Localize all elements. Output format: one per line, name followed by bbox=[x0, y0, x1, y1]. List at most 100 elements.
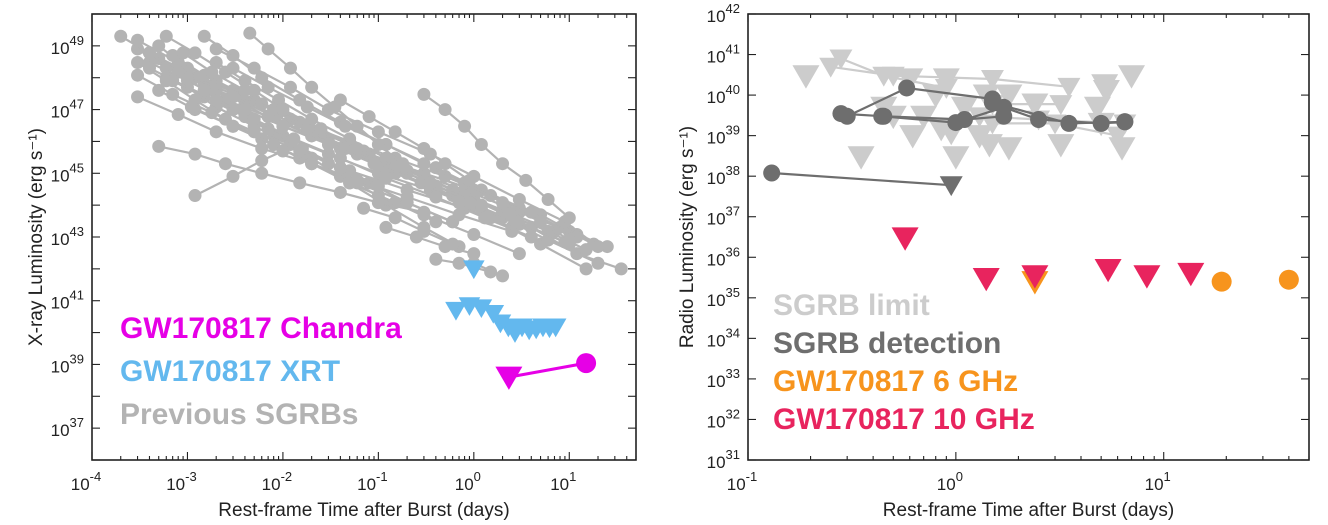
series-line bbox=[232, 67, 570, 242]
series-line bbox=[249, 32, 460, 204]
data-point bbox=[362, 110, 376, 124]
y-tick-exp: 40 bbox=[726, 82, 740, 97]
x-tick-exp: 1 bbox=[1164, 469, 1171, 484]
data-point bbox=[438, 103, 452, 117]
y-tick-base: 10 bbox=[707, 331, 726, 350]
x-tick-base: 10 bbox=[937, 475, 956, 494]
series-xrt bbox=[445, 260, 567, 343]
data-point bbox=[1108, 137, 1136, 161]
data-point bbox=[333, 93, 347, 107]
x-tick-label: 10-1 bbox=[727, 469, 757, 494]
x-axis-label: Rest-frame Time after Burst (days) bbox=[883, 500, 1174, 521]
y-tick-base: 10 bbox=[51, 166, 70, 185]
y-tick-base: 10 bbox=[707, 48, 726, 67]
data-point bbox=[429, 215, 443, 229]
x-tick-label: 10-4 bbox=[71, 469, 101, 494]
data-point bbox=[171, 108, 185, 122]
data-point bbox=[283, 80, 297, 94]
y-tick-base: 10 bbox=[707, 372, 726, 391]
data-point bbox=[898, 79, 916, 97]
data-point bbox=[980, 70, 1004, 90]
x-tick-base: 10 bbox=[455, 475, 474, 494]
data-point bbox=[166, 74, 180, 88]
y-tick-label: 1038 bbox=[707, 163, 740, 188]
data-point bbox=[357, 201, 371, 215]
data-point bbox=[1278, 269, 1299, 290]
legend-entry: GW170817 Chandra bbox=[120, 312, 402, 345]
x-tick-exp: 0 bbox=[956, 469, 963, 484]
data-point bbox=[131, 56, 145, 70]
x-tick-exp: 0 bbox=[474, 469, 481, 484]
y-tick-base: 10 bbox=[51, 421, 70, 440]
legend-entry: SGRB detection bbox=[773, 327, 1001, 360]
data-point bbox=[188, 46, 202, 60]
x-tick-label: 10-3 bbox=[166, 469, 196, 494]
legend-entry: GW170817 6 GHz bbox=[773, 365, 1018, 398]
data-point bbox=[562, 233, 576, 247]
data-point bbox=[255, 141, 269, 155]
y-tick-base: 10 bbox=[707, 169, 726, 188]
y-tick-base: 10 bbox=[707, 88, 726, 107]
y-tick-base: 10 bbox=[707, 250, 726, 269]
data-point bbox=[131, 68, 145, 82]
data-point bbox=[496, 269, 510, 283]
data-point bbox=[338, 141, 352, 155]
data-point bbox=[1021, 93, 1049, 117]
data-point bbox=[495, 366, 523, 390]
data-point bbox=[261, 80, 275, 94]
series-line bbox=[165, 35, 482, 207]
y-tick-label: 1032 bbox=[707, 406, 740, 431]
y-tick-exp: 35 bbox=[726, 285, 740, 300]
plot-frame bbox=[747, 13, 1310, 461]
y-tick-label: 1045 bbox=[51, 160, 84, 185]
x-tick-base: 10 bbox=[357, 475, 376, 494]
data-point bbox=[1030, 111, 1048, 129]
legend-entry: Previous SGRBs bbox=[120, 398, 358, 431]
y-tick-base: 10 bbox=[707, 129, 726, 148]
series-gw6 bbox=[1021, 269, 1299, 295]
data-point bbox=[474, 138, 488, 152]
series-chandra bbox=[495, 353, 597, 390]
y-tick-label: 1049 bbox=[51, 33, 84, 58]
data-point bbox=[972, 267, 1000, 292]
data-point bbox=[1083, 96, 1111, 121]
data-point bbox=[458, 119, 472, 133]
data-point bbox=[482, 304, 505, 324]
series-line bbox=[363, 207, 454, 246]
data-point bbox=[423, 176, 437, 190]
data-point bbox=[510, 215, 524, 229]
series-sgrb bbox=[114, 26, 628, 283]
data-point bbox=[197, 29, 211, 43]
data-point bbox=[197, 83, 211, 97]
y-tick-label: 1036 bbox=[707, 244, 740, 269]
data-point bbox=[255, 166, 269, 180]
x-tick-exp: 1 bbox=[569, 469, 576, 484]
data-point bbox=[396, 157, 410, 171]
x-tick-exp: -2 bbox=[281, 469, 293, 484]
data-point bbox=[872, 66, 896, 87]
y-tick-exp: 31 bbox=[726, 447, 740, 462]
data-point bbox=[1177, 262, 1205, 287]
data-point bbox=[478, 211, 492, 225]
x-tick-label: 100 bbox=[455, 469, 481, 494]
data-point bbox=[534, 215, 548, 229]
data-point bbox=[452, 208, 466, 222]
y-tick-label: 1037 bbox=[707, 204, 740, 229]
data-point bbox=[166, 87, 180, 101]
y-tick-label: 1041 bbox=[707, 42, 740, 67]
series-line bbox=[771, 171, 952, 187]
data-point bbox=[209, 125, 223, 139]
data-point bbox=[467, 247, 481, 261]
data-point bbox=[293, 176, 307, 190]
data-point bbox=[1118, 65, 1146, 89]
x-tick-base: 10 bbox=[262, 475, 281, 494]
data-point bbox=[1060, 114, 1078, 132]
y-tick-exp: 36 bbox=[726, 244, 740, 259]
x-tick-base: 10 bbox=[727, 475, 746, 494]
data-point bbox=[300, 100, 314, 114]
y-tick-exp: 41 bbox=[70, 288, 84, 303]
y-tick-label: 1037 bbox=[51, 415, 84, 440]
x-tick-base: 10 bbox=[550, 475, 569, 494]
data-point bbox=[379, 171, 393, 185]
